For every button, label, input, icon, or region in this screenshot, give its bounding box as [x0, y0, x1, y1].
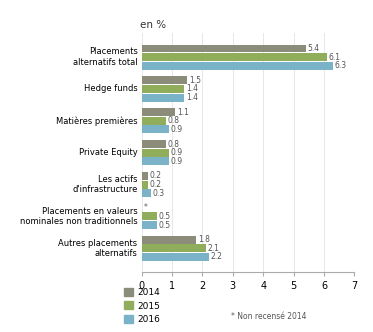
Text: *: *	[144, 204, 147, 212]
Text: 0.9: 0.9	[171, 157, 183, 166]
Bar	[142, 189, 151, 197]
Bar	[142, 157, 169, 165]
Legend: 2014, 2015, 2016: 2014, 2015, 2016	[124, 288, 160, 324]
Bar	[142, 53, 327, 61]
Text: 0.3: 0.3	[153, 189, 165, 198]
Bar	[142, 76, 187, 84]
Bar	[142, 108, 175, 116]
Text: 1.4: 1.4	[186, 93, 198, 102]
Bar	[142, 125, 169, 133]
Text: 1.5: 1.5	[189, 76, 201, 85]
Bar	[142, 117, 166, 125]
Text: 1.1: 1.1	[177, 108, 189, 117]
Text: 2.1: 2.1	[207, 244, 219, 253]
Text: 0.2: 0.2	[150, 172, 162, 181]
Text: 6.3: 6.3	[335, 61, 347, 70]
Bar	[142, 253, 209, 261]
Text: 0.9: 0.9	[171, 125, 183, 134]
Text: 0.5: 0.5	[159, 220, 171, 229]
Bar	[142, 140, 166, 148]
Bar	[142, 244, 206, 252]
Text: 0.9: 0.9	[171, 148, 183, 157]
Text: 0.8: 0.8	[168, 140, 180, 149]
Bar	[142, 149, 169, 157]
Text: 0.2: 0.2	[150, 180, 162, 189]
Bar	[142, 236, 197, 244]
Bar	[142, 44, 306, 52]
Bar	[142, 85, 184, 93]
Bar	[142, 221, 157, 229]
Bar	[142, 181, 148, 189]
Text: 5.4: 5.4	[308, 44, 320, 53]
Text: 0.5: 0.5	[159, 212, 171, 221]
Bar	[142, 62, 333, 70]
Bar	[142, 172, 148, 180]
Text: 1.8: 1.8	[198, 235, 210, 244]
Text: 2.2: 2.2	[210, 252, 222, 261]
Bar	[142, 94, 184, 102]
Text: en %: en %	[140, 20, 166, 30]
Text: 0.8: 0.8	[168, 116, 180, 125]
Text: * Non recensé 2014: * Non recensé 2014	[231, 312, 307, 321]
Text: 6.1: 6.1	[329, 52, 341, 62]
Text: 1.4: 1.4	[186, 84, 198, 94]
Bar	[142, 212, 157, 220]
